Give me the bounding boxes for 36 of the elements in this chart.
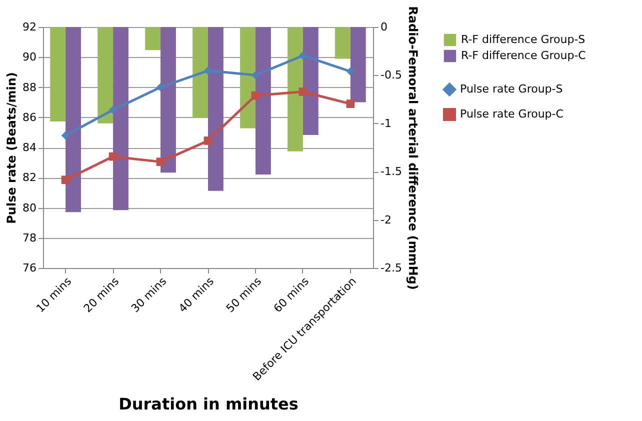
point	[108, 152, 118, 161]
legend-label: Pulse rate Group-C	[460, 108, 564, 120]
point	[298, 51, 308, 60]
y-tick-label: 84	[22, 141, 36, 154]
point	[346, 100, 355, 108]
y2-tick-label: -1	[380, 116, 392, 130]
point	[61, 131, 70, 140]
y-tick-label: 78	[22, 231, 36, 244]
point	[108, 106, 118, 114]
legend-label: Pulse rate Group-S	[460, 82, 563, 96]
y-axis-title: Pulse rate (Beats/min)	[4, 72, 19, 224]
x-axis-title: Duration in minutes	[118, 394, 298, 414]
y2-tick-label: -2.5	[380, 262, 402, 274]
point	[251, 91, 260, 100]
y-tick-label: 88	[22, 80, 36, 94]
y-tick-label: 80	[22, 201, 36, 214]
y-tick-label: 76	[22, 262, 36, 274]
y2-tick-label: -1.5	[380, 165, 402, 178]
point	[204, 66, 212, 75]
point	[298, 88, 308, 96]
legend-label: R-F difference Group-S	[461, 33, 586, 46]
y-tick-label: 92	[22, 20, 36, 34]
point	[204, 136, 212, 145]
y2-tick-label: -0.5	[380, 68, 402, 82]
point	[156, 83, 165, 92]
y-tick-label: 82	[22, 171, 36, 184]
legend-label: R-F difference Group-C	[461, 49, 586, 62]
y2-tick-label: 0	[380, 20, 388, 34]
point	[156, 158, 165, 166]
point	[346, 67, 355, 76]
point	[61, 176, 70, 184]
y-tick-label: 86	[22, 110, 36, 124]
y2-tick-label: -2	[380, 213, 392, 226]
point	[251, 71, 260, 80]
y2-axis-title: Radio-Femoral arterial difference (mmHg)	[406, 6, 420, 290]
y-tick-label: 90	[22, 50, 36, 64]
